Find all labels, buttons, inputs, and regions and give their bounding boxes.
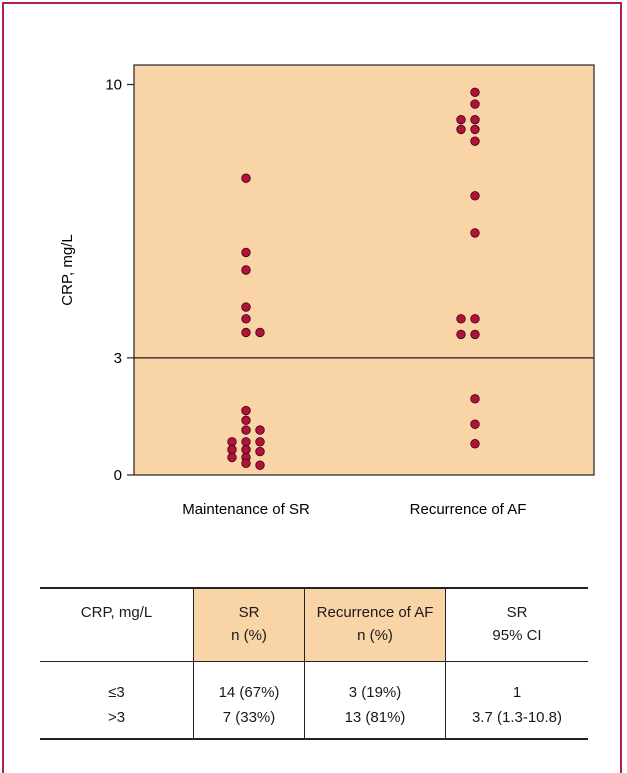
scatter-chart: 0 3 10 CRP, mg/L Maintenance of SR Recurren…: [59, 64, 595, 518]
data-point: [470, 99, 480, 109]
row-sr: 14 (67%): [193, 661, 305, 702]
y-tick-label: 10: [105, 77, 122, 94]
data-point: [255, 327, 265, 338]
table-row: ≤3 14 (67%) 3 (19%) 1: [40, 661, 588, 702]
data-point: [227, 452, 237, 463]
header-recurrence-sub: n (%): [304, 623, 446, 662]
y-tick-label: 0: [114, 467, 122, 484]
row-recurrence: 3 (19%): [304, 661, 446, 702]
data-point: [241, 302, 251, 312]
data-point: [255, 460, 265, 470]
data-point: [241, 425, 251, 435]
row-recurrence: 13 (81%): [304, 702, 446, 739]
row-ci: 1: [445, 661, 588, 702]
y-axis-label: CRP, mg/L: [59, 234, 76, 305]
data-point: [470, 228, 480, 238]
data-point: [470, 124, 480, 135]
data-point: [227, 437, 237, 447]
data-point: [456, 114, 466, 125]
x-category-label: Maintenance of SR: [182, 501, 310, 518]
data-point: [470, 329, 480, 340]
data-point: [470, 314, 480, 324]
data-point: [456, 314, 466, 324]
row-sr: 7 (33%): [193, 702, 305, 739]
data-point: [470, 87, 480, 98]
header-crp-sub: [40, 623, 194, 662]
row-crp: >3: [107, 708, 126, 726]
header-sr-sub: n (%): [193, 623, 305, 662]
data-point: [255, 437, 265, 447]
summary-table: CRP, mg/L SR Recurrence of AF SR n (%) n…: [40, 587, 588, 740]
data-point: [241, 247, 251, 258]
data-point: [227, 444, 237, 455]
header-sr: SR: [193, 588, 305, 623]
header-crp: CRP, mg/L: [80, 603, 153, 621]
data-point: [241, 173, 251, 183]
data-point: [470, 394, 480, 404]
header-recurrence: Recurrence of AF: [304, 588, 446, 623]
data-point: [241, 314, 251, 324]
data-point: [241, 437, 251, 447]
table-row: >3 7 (33%) 13 (81%) 3.7 (1.3-10.8): [40, 702, 588, 739]
data-point: [241, 265, 251, 275]
row-ci: 3.7 (1.3-10.8): [445, 702, 588, 739]
data-point: [470, 191, 480, 201]
table-header-row-2: n (%) n (%) 95% CI: [40, 623, 588, 662]
x-category-label: Recurrence of AF: [410, 501, 527, 518]
data-point: [470, 114, 480, 125]
data-point: [241, 458, 251, 468]
data-point: [241, 444, 251, 455]
data-point: [470, 136, 480, 146]
data-point: [241, 327, 251, 338]
data-point: [470, 439, 480, 449]
data-point: [241, 405, 251, 416]
data-point: [241, 415, 251, 426]
header-ci-sub: 95% CI: [445, 623, 588, 662]
data-point: [255, 425, 265, 435]
data-point: [456, 329, 466, 340]
y-tick-label: 3: [114, 350, 122, 367]
data-point: [470, 419, 480, 429]
data-point: [255, 446, 265, 457]
plot-area: [133, 64, 595, 476]
header-sr-ci: SR: [445, 588, 588, 623]
row-crp: ≤3: [108, 683, 125, 701]
data-point: [456, 124, 466, 135]
table-header-row-1: CRP, mg/L SR Recurrence of AF SR: [40, 588, 588, 623]
